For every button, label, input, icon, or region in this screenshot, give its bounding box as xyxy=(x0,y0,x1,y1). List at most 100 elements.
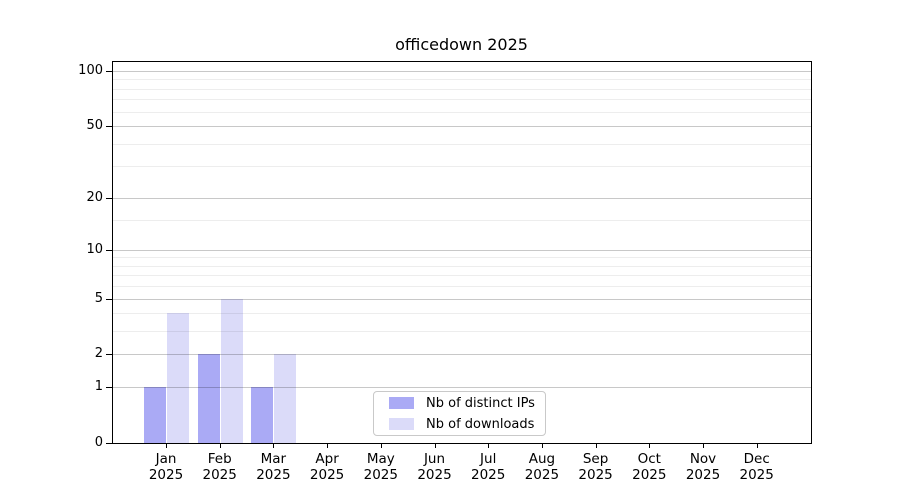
x-tick-label-jun: Jun 2025 xyxy=(400,451,470,483)
plot-area xyxy=(112,61,812,444)
legend: Nb of distinct IPs Nb of downloads xyxy=(373,391,546,436)
y-tick-mark xyxy=(106,387,112,389)
x-tick-month: Dec xyxy=(743,451,770,467)
gridline-minor xyxy=(113,331,811,333)
gridline-major xyxy=(113,126,811,128)
x-tick-year: 2025 xyxy=(202,467,237,483)
x-tick-mark xyxy=(541,444,543,448)
y-tick-mark xyxy=(106,298,112,300)
x-tick-label-may: May 2025 xyxy=(346,451,416,483)
x-tick-month: Nov xyxy=(689,451,717,467)
y-tick-mark xyxy=(106,126,112,128)
x-tick-year: 2025 xyxy=(309,467,345,483)
x-tick-month: Aug xyxy=(528,451,556,467)
x-tick-label-apr: Apr 2025 xyxy=(292,451,362,483)
x-tick-year: 2025 xyxy=(471,467,506,483)
x-tick-label-mar: Mar 2025 xyxy=(238,451,308,483)
legend-item-downloads: Nb of downloads xyxy=(389,416,545,433)
gridline-major xyxy=(113,298,811,300)
y-tick-label: 20 xyxy=(86,189,103,205)
x-tick-year: 2025 xyxy=(363,467,398,483)
gridline-minor xyxy=(113,99,811,101)
gridline-major xyxy=(113,387,811,389)
x-tick-year: 2025 xyxy=(524,467,560,483)
x-tick-label-aug: Aug 2025 xyxy=(507,451,577,483)
x-tick-mark xyxy=(488,444,490,448)
x-tick-label-dec: Dec 2025 xyxy=(722,451,792,483)
x-tick-month: Jul xyxy=(480,451,497,467)
x-tick-year: 2025 xyxy=(578,467,613,483)
gridline-minor xyxy=(113,79,811,81)
x-tick-month: Jun xyxy=(423,451,446,467)
y-tick-label: 10 xyxy=(86,241,103,257)
legend-swatch-distinct-ips xyxy=(389,397,414,409)
x-tick-mark xyxy=(434,444,436,448)
x-tick-label-jan: Jan 2025 xyxy=(131,451,201,483)
legend-label-distinct-ips: Nb of distinct IPs xyxy=(426,395,535,411)
y-tick-label: 50 xyxy=(86,118,103,134)
legend-swatch-downloads xyxy=(389,418,414,430)
chart-title: officedown 2025 xyxy=(395,35,528,54)
x-tick-mark xyxy=(273,444,275,448)
y-tick-label: 0 xyxy=(94,435,103,450)
bar-downloads-jan xyxy=(167,313,189,443)
gridline-major xyxy=(113,71,811,72)
y-tick-label: 2 xyxy=(94,346,103,362)
bar-downloads-mar xyxy=(274,354,297,443)
gridline-minor xyxy=(113,286,811,288)
gridline-minor xyxy=(113,275,811,277)
x-tick-label-jul: Jul 2025 xyxy=(453,451,523,483)
x-tick-year: 2025 xyxy=(417,467,452,483)
x-tick-label-nov: Nov 2025 xyxy=(668,451,738,483)
x-tick-year: 2025 xyxy=(148,467,184,483)
x-tick-month: Feb xyxy=(207,451,232,467)
x-tick-year: 2025 xyxy=(685,467,721,483)
gridline-minor xyxy=(113,166,811,168)
legend-label-downloads: Nb of downloads xyxy=(426,416,535,432)
x-tick-mark xyxy=(703,444,704,448)
x-tick-month: Mar xyxy=(260,451,287,467)
x-tick-year: 2025 xyxy=(256,467,291,483)
gridline-minor xyxy=(113,88,811,90)
x-tick-label-oct: Oct 2025 xyxy=(614,451,684,483)
x-tick-label-feb: Feb 2025 xyxy=(185,451,255,483)
x-tick-month: May xyxy=(366,451,395,467)
gridline-minor xyxy=(113,143,811,145)
x-tick-month: Oct xyxy=(637,451,661,467)
y-tick-mark xyxy=(106,443,112,444)
x-tick-mark xyxy=(327,444,329,448)
bar-downloads-feb xyxy=(220,298,243,443)
x-tick-mark xyxy=(166,444,167,448)
x-tick-month: Jan xyxy=(155,451,177,467)
bar-distinct-ips-feb xyxy=(197,354,220,443)
gridline-major xyxy=(113,354,811,356)
x-tick-mark xyxy=(649,444,651,448)
gridline-minor xyxy=(113,219,811,221)
x-tick-label-sep: Sep 2025 xyxy=(561,451,631,483)
y-tick-mark xyxy=(106,71,112,72)
y-tick-mark xyxy=(106,354,112,356)
gridline-major xyxy=(113,197,811,199)
y-tick-mark xyxy=(106,197,112,199)
x-tick-month: Apr xyxy=(315,451,339,467)
gridline-major xyxy=(113,249,811,251)
x-tick-month: Sep xyxy=(582,451,609,467)
y-tick-label: 100 xyxy=(78,63,103,78)
y-tick-label: 5 xyxy=(94,290,103,306)
x-tick-mark xyxy=(380,444,382,448)
gridline-minor xyxy=(113,313,811,315)
legend-item-distinct-ips: Nb of distinct IPs xyxy=(389,395,545,412)
gridline-minor xyxy=(113,265,811,267)
y-tick-mark xyxy=(106,249,112,251)
x-tick-mark xyxy=(595,444,597,448)
gridline-minor xyxy=(113,257,811,259)
bar-distinct-ips-jan xyxy=(144,387,166,443)
bar-distinct-ips-mar xyxy=(251,387,274,443)
x-tick-mark xyxy=(756,444,758,448)
y-tick-label: 1 xyxy=(94,379,103,395)
x-tick-year: 2025 xyxy=(632,467,667,483)
x-tick-mark xyxy=(219,444,221,448)
gridline-minor xyxy=(113,111,811,113)
x-tick-year: 2025 xyxy=(739,467,774,483)
